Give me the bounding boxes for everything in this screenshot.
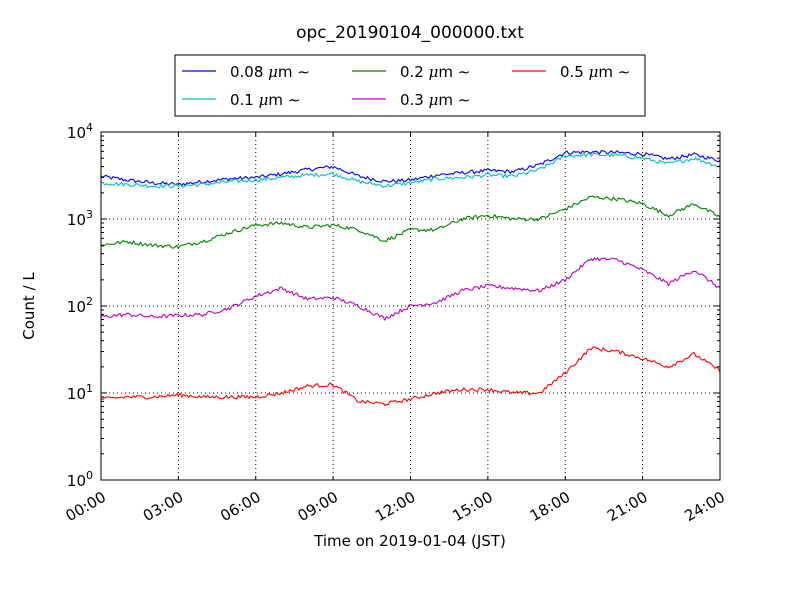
x-axis-label: Time on 2019-01-04 (JST) (313, 532, 506, 550)
legend-item-2: 0.2 μm ∼ (352, 63, 470, 81)
legend-label: 0.2 μm ∼ (400, 63, 470, 81)
chart-title: opc_20190104_000000.txt (296, 23, 524, 43)
legend-item-4: 0.5 μm ∼ (512, 63, 630, 81)
legend-label: 0.5 μm ∼ (560, 63, 630, 81)
plot-lines (100, 149, 721, 406)
legend-item-0: 0.08 μm ∼ (182, 63, 310, 81)
y-tick-label: 103 (67, 208, 93, 229)
y-axis-label: Count / L (20, 272, 38, 340)
legend-item-3: 0.3 μm ∼ (352, 91, 470, 109)
legend-item-1: 0.1 μm ∼ (182, 91, 300, 109)
legend-label: 0.1 μm ∼ (230, 91, 300, 109)
ticks (100, 131, 721, 481)
y-tick-label: 102 (67, 295, 93, 316)
y-tick-labels: 100 101 102 103 104 (67, 121, 93, 490)
legend-label: 0.3 μm ∼ (400, 91, 470, 109)
series-line-0 (100, 149, 721, 187)
y-tick-label: 104 (67, 121, 93, 142)
y-tick-label: 101 (67, 382, 93, 403)
legend-frame (174, 54, 646, 117)
series-line-1 (100, 152, 721, 189)
series-line-3 (100, 257, 721, 321)
y-tick-label: 100 (67, 469, 93, 490)
legend: 0.08 μm ∼ 0.1 μm ∼ 0.2 μm ∼ 0.3 μm ∼ 0.5 μm … (174, 54, 646, 117)
legend-label: 0.08 μm ∼ (230, 63, 310, 81)
series-line-2 (100, 195, 721, 249)
series-line-4 (100, 346, 721, 406)
